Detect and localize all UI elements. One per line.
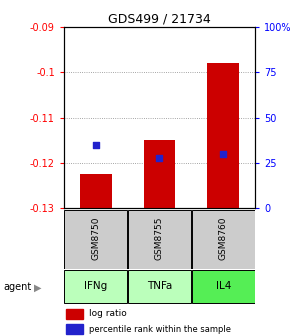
Text: GSM8760: GSM8760 — [219, 217, 228, 260]
Title: GDS499 / 21734: GDS499 / 21734 — [108, 13, 211, 26]
Text: agent: agent — [3, 282, 31, 292]
Bar — [64, 269, 127, 303]
Text: percentile rank within the sample: percentile rank within the sample — [89, 325, 231, 334]
Text: GSM8750: GSM8750 — [91, 217, 100, 260]
Text: GSM8755: GSM8755 — [155, 217, 164, 260]
Text: log ratio: log ratio — [89, 309, 126, 319]
Point — [221, 151, 226, 157]
Text: ▶: ▶ — [34, 282, 41, 292]
Text: IL4: IL4 — [215, 281, 231, 291]
Bar — [64, 210, 127, 269]
Text: TNFa: TNFa — [147, 281, 172, 291]
Bar — [66, 309, 83, 319]
Point — [93, 142, 98, 148]
Bar — [128, 269, 191, 303]
Point — [157, 155, 162, 160]
Text: IFNg: IFNg — [84, 281, 107, 291]
Bar — [207, 63, 239, 208]
Bar — [144, 140, 175, 208]
Bar — [80, 174, 112, 208]
Bar — [192, 210, 255, 269]
Bar — [66, 324, 83, 335]
Bar — [192, 269, 255, 303]
Bar — [128, 210, 191, 269]
